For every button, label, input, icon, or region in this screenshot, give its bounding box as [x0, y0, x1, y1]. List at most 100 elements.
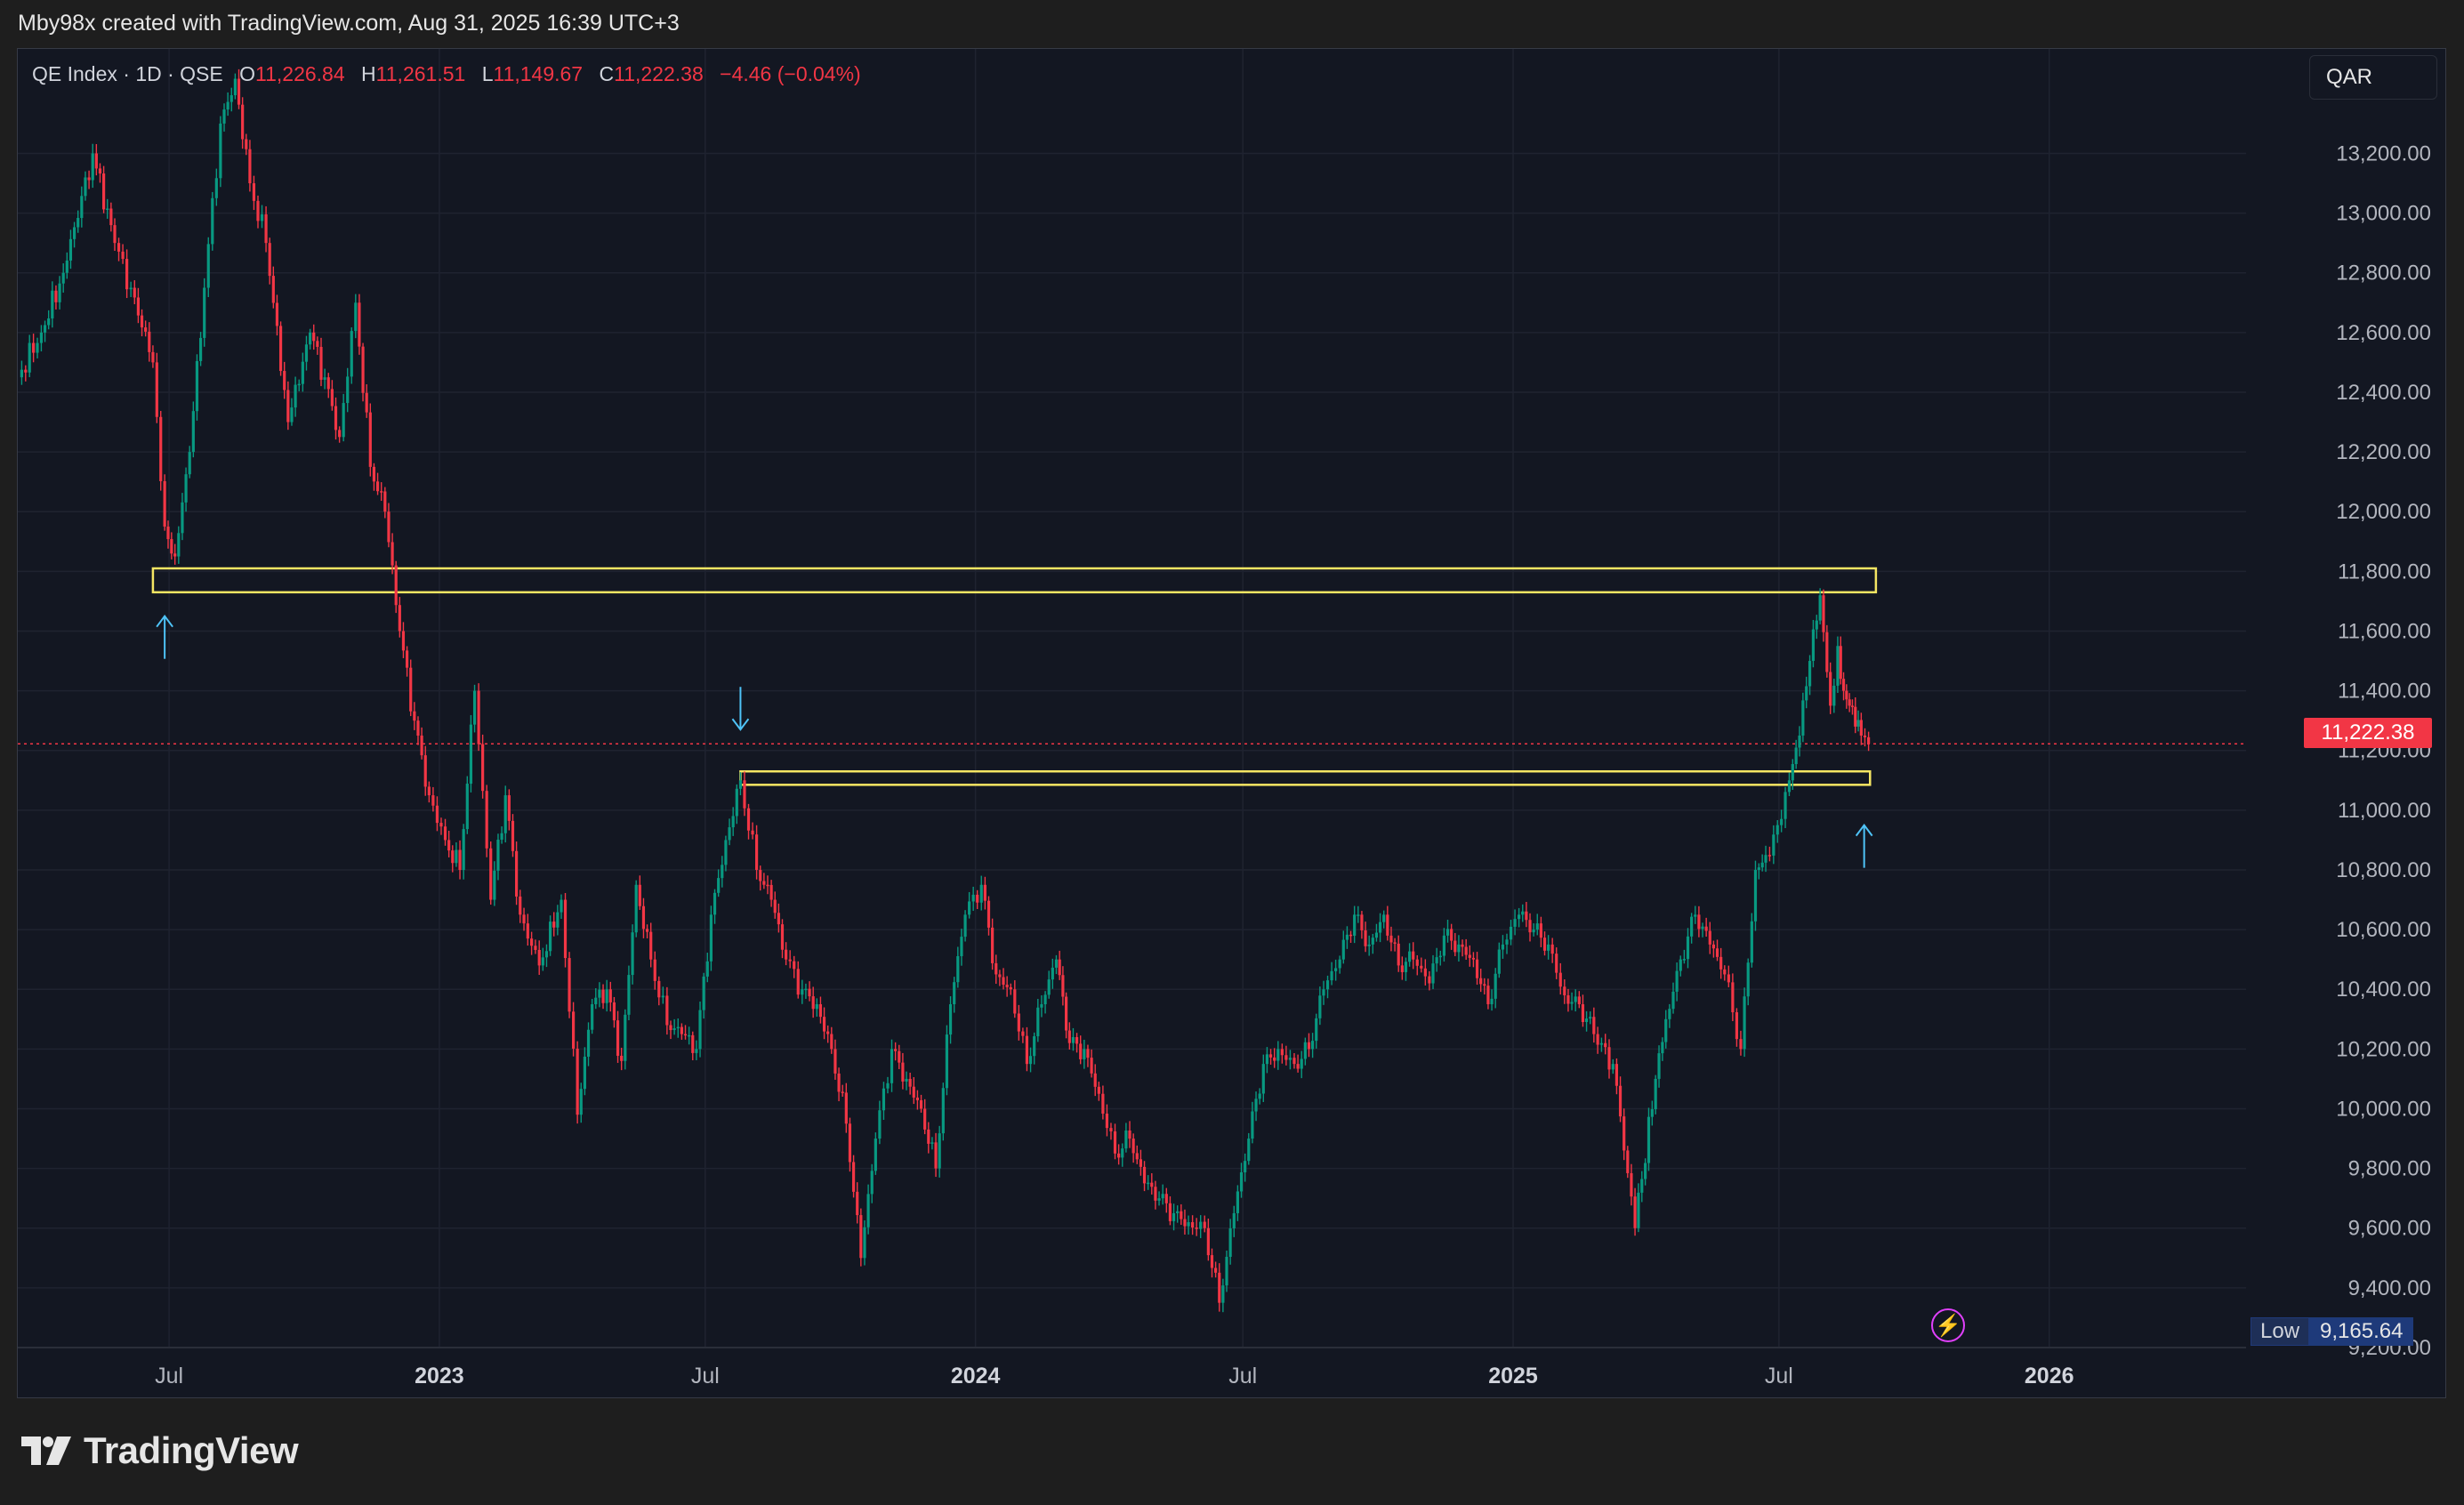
candle-body	[544, 951, 549, 958]
candle-body	[1450, 929, 1453, 941]
candle-body	[1650, 1109, 1654, 1117]
candle-body	[1005, 985, 1009, 987]
candle-body	[1325, 980, 1330, 990]
candle-body	[994, 962, 998, 975]
candle-body	[206, 244, 210, 288]
candle-body	[746, 808, 751, 831]
candle-body	[1244, 1161, 1247, 1172]
y-tick-label: 10,400.00	[2336, 978, 2431, 1002]
candle-body	[534, 946, 537, 950]
candle-body	[1753, 869, 1758, 922]
candle-body	[833, 1049, 837, 1074]
candle-body	[1558, 972, 1562, 987]
candle-body	[233, 78, 237, 96]
low-value: 11,149.67	[493, 62, 584, 85]
candle-body	[788, 959, 792, 962]
y-tick-label: 11,000.00	[2338, 799, 2431, 823]
candle-body	[290, 407, 294, 423]
currency-selector[interactable]: QAR	[2309, 55, 2437, 100]
candle-body	[1093, 1073, 1097, 1087]
candle-body	[556, 912, 560, 928]
candle-body	[1535, 923, 1539, 930]
candle-body	[591, 1004, 594, 1030]
candle-body	[1176, 1211, 1180, 1213]
candle-body	[1431, 963, 1435, 984]
candle-body	[769, 884, 773, 900]
y-tick-label: 11,400.00	[2338, 680, 2431, 704]
candle-body	[863, 1227, 866, 1259]
candle-body	[394, 565, 398, 606]
candle-body	[1618, 1085, 1623, 1117]
candle-body	[312, 332, 316, 342]
candle-body	[102, 173, 106, 210]
candle-body	[1438, 955, 1442, 958]
candle-body	[51, 290, 54, 318]
candle-body	[1079, 1043, 1083, 1059]
candle-body	[427, 786, 431, 796]
candle-body	[979, 884, 983, 903]
candle-body	[1854, 706, 1857, 727]
candle-body	[1195, 1227, 1198, 1229]
candle-body	[894, 1049, 898, 1051]
high-label: H	[361, 62, 376, 85]
candle-body	[435, 805, 439, 824]
candle-body	[638, 884, 641, 906]
y-tick-label: 10,600.00	[2336, 918, 2431, 942]
candle-body	[1191, 1222, 1195, 1228]
candle-body	[1341, 939, 1345, 960]
candle-body	[368, 412, 372, 467]
candle-body	[323, 377, 326, 380]
candle-body	[1867, 736, 1871, 744]
candle-body	[346, 376, 350, 404]
candle-body	[743, 780, 746, 809]
candle-body	[1261, 1064, 1265, 1094]
candle-body	[1528, 920, 1532, 933]
candle-body	[801, 989, 804, 995]
candle-body	[1382, 914, 1386, 922]
tradingview-logo-icon	[21, 1437, 71, 1465]
low-marker-value: 9,165.64	[2309, 1317, 2414, 1346]
candle-body	[94, 153, 98, 169]
lightning-icon[interactable]: ⚡	[1931, 1308, 1965, 1342]
candle-body	[252, 183, 256, 201]
candle-body	[1464, 946, 1468, 955]
candle-body	[1539, 923, 1542, 938]
candle-body	[245, 139, 248, 149]
price-chart[interactable]: 9,400.00 9,600.00 9,800.00 10,000.00 10,200.…	[18, 49, 2447, 1399]
candle-body	[1611, 1064, 1614, 1070]
candle-body	[759, 869, 762, 881]
candle-body	[1686, 936, 1690, 960]
low-marker-label: Low	[2251, 1317, 2310, 1346]
candle-body	[586, 1029, 591, 1057]
candle-body	[1040, 1004, 1043, 1008]
candle-body	[1647, 1116, 1651, 1163]
candle-body	[1671, 991, 1675, 1010]
candle-body	[1357, 914, 1360, 916]
candle-body	[184, 474, 188, 503]
candle-body	[1139, 1159, 1143, 1167]
candle-body	[688, 1034, 691, 1037]
candle-body	[32, 342, 36, 353]
candle-body	[1090, 1058, 1093, 1074]
tradingview-logo[interactable]: TradingView	[20, 1429, 299, 1473]
candle-body	[268, 243, 271, 277]
candle-body	[1150, 1182, 1154, 1187]
candle-body	[953, 982, 956, 1005]
candle-body	[1614, 1064, 1619, 1086]
x-tick-label: Jul	[691, 1364, 720, 1388]
candle-body	[766, 884, 769, 887]
chart-attribution: Mby98x created with TradingView.com, Aug…	[18, 11, 680, 36]
candle-body	[1735, 1012, 1739, 1040]
candle-body	[780, 924, 785, 950]
candle-body	[653, 959, 656, 981]
candle-body	[912, 1086, 915, 1098]
chart-panel[interactable]: 9,400.00 9,600.00 9,800.00 10,000.00 10,200.…	[17, 48, 2446, 1398]
candle-body	[316, 341, 319, 347]
symbol-name[interactable]: QE Index · 1D · QSE	[32, 62, 223, 85]
candle-body	[983, 884, 986, 901]
candle-body	[583, 1056, 586, 1090]
candle-body	[1832, 685, 1836, 706]
x-tick-label: 2023	[415, 1364, 464, 1388]
candle-body	[676, 1026, 680, 1029]
candle-body	[1808, 661, 1812, 687]
